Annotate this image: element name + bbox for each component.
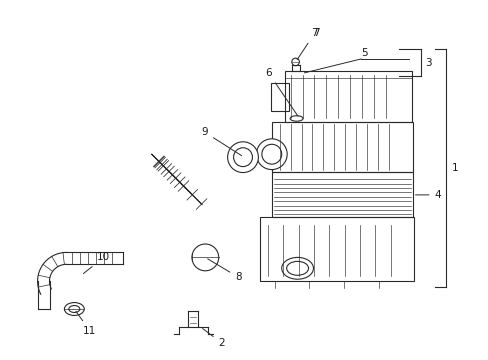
Bar	[270, 83, 288, 111]
Circle shape	[262, 144, 281, 164]
Text: 7: 7	[297, 28, 318, 60]
Text: 11: 11	[76, 311, 96, 336]
Ellipse shape	[64, 302, 84, 315]
Circle shape	[233, 148, 252, 167]
Text: 1: 1	[450, 163, 457, 173]
Circle shape	[227, 142, 258, 172]
Circle shape	[191, 244, 218, 271]
Bar	[284, 71, 411, 122]
Bar	[271, 172, 412, 217]
Text: 8: 8	[207, 259, 241, 282]
Circle shape	[291, 58, 299, 66]
Ellipse shape	[69, 306, 80, 312]
Bar	[271, 122, 412, 172]
Ellipse shape	[289, 116, 303, 121]
Text: 3: 3	[425, 58, 431, 68]
Ellipse shape	[281, 257, 313, 279]
Text: 4: 4	[415, 190, 440, 200]
Text: 9: 9	[201, 127, 241, 156]
Text: 5: 5	[360, 48, 367, 58]
Circle shape	[256, 139, 286, 170]
Text: 2: 2	[202, 329, 224, 348]
Bar	[259, 217, 413, 281]
Text: 7: 7	[313, 28, 320, 38]
Text: 10: 10	[83, 252, 110, 274]
Ellipse shape	[286, 261, 308, 275]
Text: 6: 6	[264, 68, 297, 116]
